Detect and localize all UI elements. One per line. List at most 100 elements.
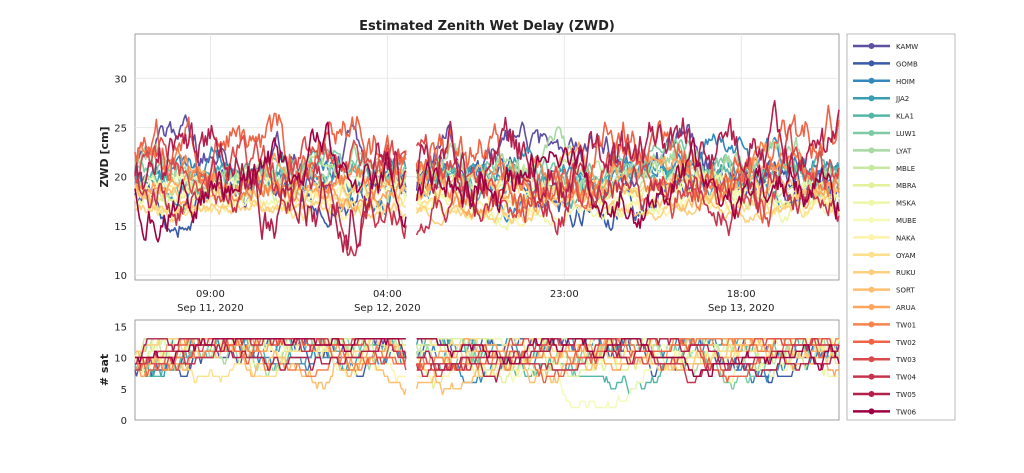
legend-entry-hoim: HOIM [853, 77, 915, 86]
legend-marker [868, 373, 875, 380]
chart-title: Estimated Zenith Wet Delay (ZWD) [359, 19, 615, 34]
legend-marker [868, 77, 875, 84]
legend-label: ARUA [896, 304, 916, 312]
legend-label: TW05 [895, 391, 916, 399]
legend-marker [868, 182, 875, 189]
legend-marker [868, 304, 875, 310]
legend-label: MSKA [896, 200, 916, 208]
zwd-series-tw05 [134, 100, 840, 253]
legend-marker [868, 391, 875, 397]
legend-marker [868, 164, 875, 171]
zwd-gridlines [135, 34, 839, 280]
legend-marker [868, 43, 875, 49]
legend-entry-jja2: JJA2 [853, 95, 909, 103]
zwd-y-tick-label: 15 [114, 222, 127, 233]
legend-marker [868, 95, 875, 102]
legend-marker [868, 130, 875, 136]
legend-marker [868, 60, 875, 67]
legend-label: SORT [896, 287, 915, 295]
zwd-y-axis-label: ZWD [cm] [98, 126, 111, 187]
legend-label: MBRA [896, 182, 916, 190]
legend-label: MBLE [896, 165, 915, 173]
sat-series-tw06 [135, 338, 840, 377]
zwd-x-tick-time: 04:00 [373, 289, 402, 300]
legend-label: OYAM [896, 252, 916, 260]
zwd-y-tick-label: 25 [114, 123, 127, 134]
legend-label: NAKA [896, 234, 915, 242]
sat-y-tick-label: 0 [121, 416, 127, 427]
sat-series-tw05 [135, 338, 840, 383]
zwd-y-tick-label: 20 [114, 173, 127, 184]
zwd-y-tick-label: 30 [114, 74, 127, 85]
zwd-x-tick-time: 23:00 [550, 289, 579, 300]
zwd-series-tw02 [134, 104, 840, 224]
zwd-x-tick-time: 09:00 [196, 289, 225, 300]
legend-label: TW02 [895, 339, 916, 347]
legend-entry-sort: SORT [853, 286, 915, 295]
legend-marker [868, 408, 875, 415]
legend-label: TW04 [895, 374, 917, 382]
legend-entry-tw04: TW04 [853, 373, 917, 382]
legend-marker [868, 269, 875, 276]
legend-entry-lyat: LYAT [853, 147, 912, 155]
legend-marker [868, 217, 875, 223]
sat-panel: 0 5 10 15 # sat [98, 319, 840, 427]
legend-entry-ruku: RUKU [853, 269, 916, 277]
legend-entry-tw02: TW02 [853, 338, 916, 347]
legend-entry-arua: ARUA [853, 304, 916, 312]
zwd-panel: 10 15 20 25 30 09:00 Sep 11, 2020 04:00 Sep 12,… [98, 33, 840, 314]
legend-marker [868, 251, 875, 258]
legend-entry-tw03: TW03 [853, 356, 916, 364]
zwd-y-tick-labels: 10 15 20 25 30 [114, 74, 127, 282]
zwd-x-tick-date: Sep 13, 2020 [708, 303, 775, 314]
legend-entry-tw05: TW05 [853, 391, 916, 399]
legend-label: KAMW [896, 43, 918, 51]
zwd-series-sort [134, 164, 840, 214]
legend-marker [868, 321, 875, 328]
legend-entry-naka: NAKA [853, 234, 915, 242]
zwd-series-tw06 [134, 121, 840, 243]
legend-label: TW01 [895, 321, 916, 329]
zwd-x-tick-time: 18:00 [727, 289, 756, 300]
legend-label: TW03 [895, 356, 916, 364]
legend-label: LYAT [896, 147, 912, 155]
legend-entry-kla1: KLA1 [853, 112, 914, 121]
sat-series-lines [134, 338, 840, 409]
sat-y-tick-label: 10 [114, 354, 127, 365]
sat-y-axis-label: # sat [98, 354, 111, 386]
zwd-series-lines [134, 100, 840, 257]
legend-entry-tw06: TW06 [853, 408, 917, 416]
sat-y-tick-label: 15 [114, 322, 127, 333]
legend-marker [868, 234, 875, 241]
legend-label: GOMB [896, 60, 918, 68]
legend-marker [868, 147, 875, 154]
legend-entry-mube: MUBE [853, 217, 916, 225]
legend-label: MUBE [896, 217, 916, 225]
legend-label: TW06 [895, 408, 917, 416]
legend-entry-oyam: OYAM [853, 252, 916, 260]
legend-label: HOIM [896, 78, 915, 86]
legend-marker [868, 286, 875, 293]
zwd-x-tick-labels: 09:00 Sep 11, 2020 04:00 Sep 12, 2020 23:00 1… [177, 289, 774, 314]
sat-y-tick-label: 5 [121, 385, 127, 396]
legend-entry-luw1: LUW1 [853, 130, 916, 138]
sat-y-tick-labels: 0 5 10 15 [114, 322, 127, 427]
legend-label: RUKU [896, 269, 916, 277]
legend-entry-mska: MSKA [853, 199, 916, 208]
legend-marker [868, 112, 875, 119]
legend: KAMW GOMB HOIM JJA2 KLA1 LUW1 LYAT MBLE MBRA MSKA… [846, 33, 956, 421]
legend-marker [868, 356, 875, 363]
zwd-x-tick-date: Sep 12, 2020 [354, 303, 421, 314]
legend-label: KLA1 [896, 113, 914, 121]
zwd-x-tick-date: Sep 11, 2020 [177, 303, 244, 314]
legend-label: LUW1 [896, 130, 916, 138]
legend-label: JJA2 [895, 95, 909, 103]
legend-marker [868, 338, 875, 345]
legend-entry-tw01: TW01 [853, 321, 916, 329]
legend-entry-mble: MBLE [853, 164, 915, 173]
zwd-y-tick-label: 10 [114, 271, 127, 282]
legend-entry-kamw: KAMW [853, 43, 918, 51]
legend-marker [868, 199, 875, 206]
legend-entry-mbra: MBRA [853, 182, 916, 190]
